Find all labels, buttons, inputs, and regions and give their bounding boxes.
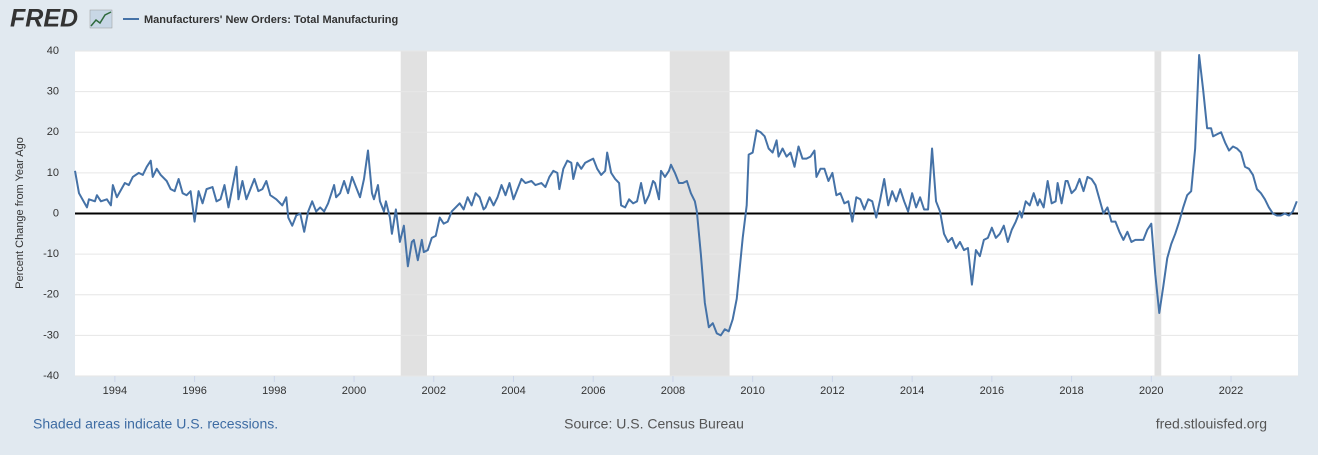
x-tick-label: 2002 (422, 385, 446, 397)
x-tick-label: 2014 (900, 385, 924, 397)
x-tick-label: 2004 (501, 385, 525, 397)
y-tick-label: -20 (43, 289, 59, 301)
y-tick-label: -40 (43, 370, 59, 382)
x-tick-label: 2016 (980, 385, 1004, 397)
y-tick-label: -10 (43, 248, 59, 260)
x-tick-label: 2012 (820, 385, 844, 397)
website[interactable]: fred.stlouisfed.org (1156, 416, 1267, 432)
y-tick-label: -30 (43, 329, 59, 341)
y-tick-label: 30 (47, 86, 59, 98)
source[interactable]: Source: U.S. Census Bureau (564, 416, 744, 432)
x-tick-label: 1994 (103, 385, 127, 397)
x-tick-label: 2018 (1059, 385, 1083, 397)
y-tick-label: 0 (53, 207, 59, 219)
logo[interactable]: FRED (10, 5, 78, 33)
x-tick-label: 2022 (1219, 385, 1243, 397)
x-tick-label: 2020 (1139, 385, 1163, 397)
y-tick-label: 20 (47, 126, 59, 138)
y-axis-title: Percent Change from Year Ago (14, 137, 26, 289)
x-tick-label: 2006 (581, 385, 605, 397)
logo-icon (89, 9, 113, 29)
y-tick-label: 10 (47, 167, 59, 179)
recession-note[interactable]: Shaded areas indicate U.S. recessions. (33, 416, 278, 432)
x-tick-label: 2000 (342, 385, 366, 397)
x-tick-label: 1998 (262, 385, 286, 397)
legend-label[interactable]: Manufacturers' New Orders: Total Manufac… (144, 14, 398, 26)
y-tick-label: 40 (47, 45, 59, 57)
x-tick-label: 2010 (740, 385, 764, 397)
x-tick-label: 2008 (661, 385, 685, 397)
x-tick-label: 1996 (182, 385, 206, 397)
data-line (74, 54, 1298, 337)
